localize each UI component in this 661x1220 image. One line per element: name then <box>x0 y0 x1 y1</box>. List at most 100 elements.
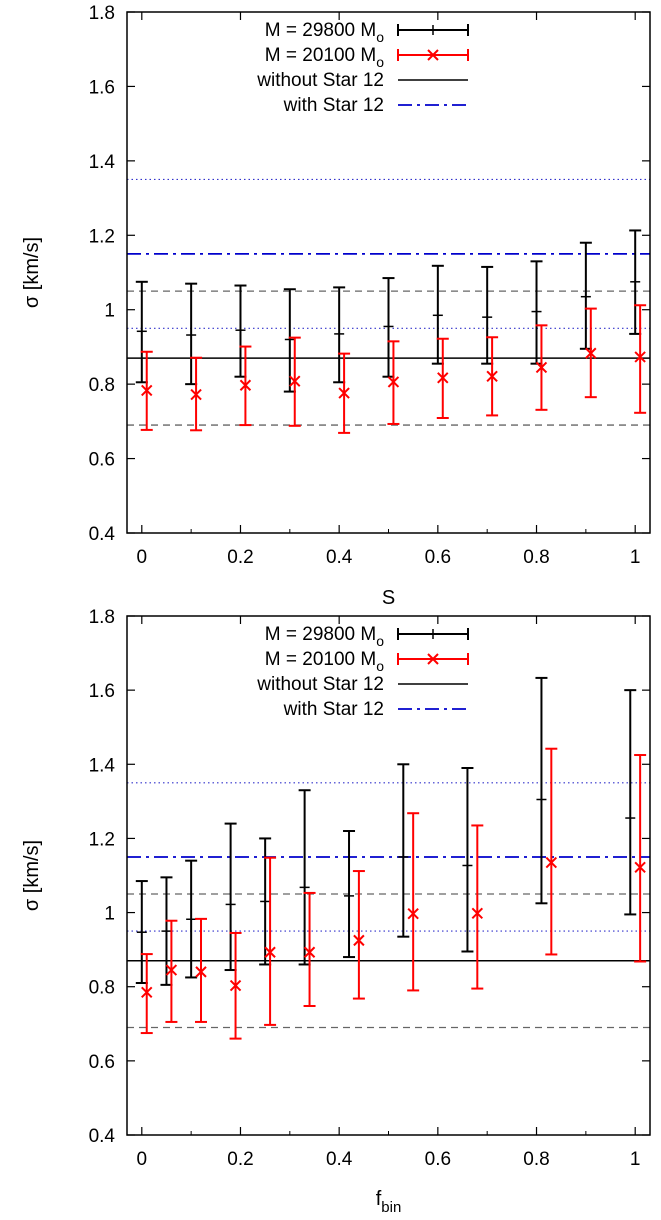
legend-label-text: M = 29800 M <box>265 624 376 645</box>
legend-label-text: without Star 12 <box>256 70 384 91</box>
series-1-point-5-marker <box>303 946 316 958</box>
legend-label-text: M = 20100 M <box>265 649 376 670</box>
y-tick-label: 0.6 <box>89 450 115 471</box>
series-0-point-7 <box>397 763 410 938</box>
legend-label: M = 29800 Mo <box>265 624 384 649</box>
series-1-point-3-marker <box>229 979 242 992</box>
x-axis-label: S <box>382 587 395 609</box>
series-1-point-5-marker <box>387 376 400 388</box>
series-0-point-9 <box>535 676 548 905</box>
y-tick-label: 0.8 <box>89 375 115 396</box>
series-1-point-7-marker <box>407 907 419 920</box>
series-0-point-2 <box>185 859 198 979</box>
y-tick-label: 1.2 <box>89 226 115 247</box>
legend-label: M = 20100 Mo <box>265 45 384 70</box>
series-1-point-6 <box>352 870 365 1000</box>
series-1-point-5 <box>387 340 400 425</box>
x-tick-label: 0.8 <box>523 547 549 568</box>
x-axis-label-subscript: bin <box>381 1199 401 1216</box>
series-1-point-1 <box>165 919 178 1023</box>
legend-label-text: with Star 12 <box>283 95 384 116</box>
series-1-point-8-marker <box>471 907 484 920</box>
series-1-point-10-marker <box>634 861 646 874</box>
series-1-point-6-marker <box>353 934 365 947</box>
legend-label-subscript: o <box>376 658 384 674</box>
series-1-point-7-marker <box>486 370 498 383</box>
x-tick-label: 0.8 <box>523 1149 549 1170</box>
y-axis-label: σ [km/s] <box>21 840 43 911</box>
y-tick-label: 1.4 <box>89 755 116 776</box>
series-0-point-3 <box>224 822 237 972</box>
chart-panel-top: 0.4 0.6 0.8 1 1.2 1.4 1.6 1.8 0 0.2 0.4 0.6 0.8 1 Sσ [… <box>21 3 651 609</box>
legend-label-subscript: o <box>376 29 384 45</box>
series-1-point-3-marker <box>289 375 301 387</box>
legend-label-subscript: o <box>376 54 384 70</box>
series-1-point-10-marker <box>634 351 646 363</box>
legend-label-text: M = 29800 M <box>265 20 376 41</box>
plot-frame <box>126 615 651 1136</box>
x-tick-label: 0.4 <box>326 1149 353 1170</box>
y-tick-label: 1.8 <box>89 607 115 628</box>
y-tick-label: 0.6 <box>89 1052 115 1073</box>
series-1-point-7 <box>486 336 499 417</box>
series-0-point-6 <box>343 830 356 959</box>
x-axis-label: fbin <box>376 1188 402 1216</box>
legend-label: without Star 12 <box>256 70 384 91</box>
plot-frame <box>126 11 651 534</box>
series-1-point-10 <box>634 304 647 414</box>
x-tick-label: 0 <box>137 1149 148 1170</box>
y-tick-label: 1 <box>104 904 115 925</box>
legend-label: with Star 12 <box>283 699 384 720</box>
y-tick-label: 1.6 <box>89 77 115 98</box>
series-1-point-7 <box>407 812 420 992</box>
series-1-point-0 <box>140 350 153 431</box>
series-1-point-10 <box>634 754 647 963</box>
x-tick-label: 0.2 <box>227 1149 253 1170</box>
chart-panel-bottom: 0.4 0.6 0.8 1 1.2 1.4 1.6 1.8 0 0.2 0.4 0.6 0.8 1 fbin… <box>21 607 651 1216</box>
series-1-point-8 <box>535 324 548 411</box>
legend-label: without Star 12 <box>256 674 384 695</box>
y-tick-label: 0.4 <box>89 1126 116 1147</box>
series-1-point-0-marker <box>141 986 153 998</box>
series-1-point-1 <box>190 356 203 432</box>
series-1-point-4 <box>264 856 277 1026</box>
series-1-point-9 <box>584 307 597 399</box>
series-1-point-5 <box>303 891 316 1007</box>
legend-label: with Star 12 <box>283 95 384 116</box>
x-tick-label: 0.4 <box>326 547 353 568</box>
legend-label: M = 20100 Mo <box>265 649 384 674</box>
x-tick-label: 1 <box>630 1149 641 1170</box>
series-1-point-2-marker <box>239 379 252 391</box>
x-tick-label: 0.2 <box>227 547 253 568</box>
x-axis-label-main: S <box>382 587 395 609</box>
y-tick-label: 1 <box>104 301 115 322</box>
legend-sample-marker <box>427 653 439 665</box>
series-1-point-8 <box>471 824 484 990</box>
legend-label-text: M = 20100 M <box>265 45 376 66</box>
series-1-point-9 <box>545 747 558 956</box>
x-tick-label: 1 <box>630 547 641 568</box>
legend-label-subscript: o <box>376 633 384 649</box>
y-tick-label: 1.8 <box>89 3 115 24</box>
legend-label: M = 29800 Mo <box>265 20 384 45</box>
x-tick-label: 0 <box>137 547 148 568</box>
series-1-point-2 <box>195 917 208 1023</box>
legend-label-text: with Star 12 <box>283 699 384 720</box>
y-axis-label: σ [km/s] <box>21 237 43 308</box>
y-tick-label: 1.6 <box>89 681 115 702</box>
series-1-point-0-marker <box>141 384 153 397</box>
series-1-point-2 <box>239 345 252 427</box>
series-1-point-6-marker <box>437 372 449 384</box>
y-tick-label: 1.2 <box>89 829 115 850</box>
series-1-point-9-marker <box>585 347 597 359</box>
series-0-point-8 <box>461 766 474 953</box>
series-1-point-2-marker <box>195 966 207 978</box>
series-1-point-4-marker <box>264 946 276 958</box>
x-tick-label: 0.6 <box>425 547 451 568</box>
series-1-point-1-marker <box>190 388 202 401</box>
series-0-point-10 <box>624 689 637 916</box>
y-tick-label: 1.4 <box>89 152 116 173</box>
series-1-point-8-marker <box>535 361 548 374</box>
